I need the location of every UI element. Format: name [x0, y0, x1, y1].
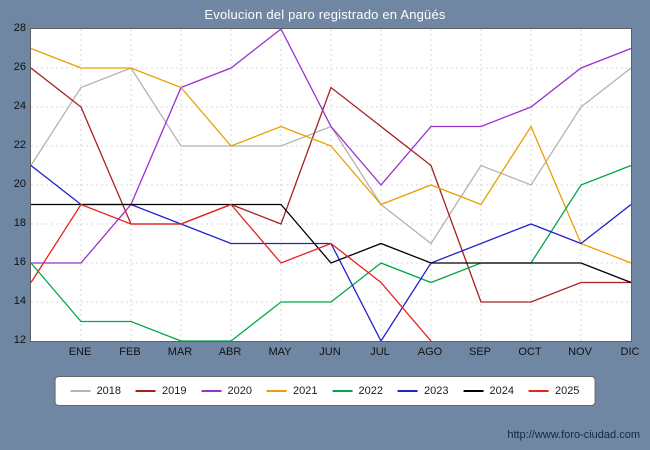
legend-item-2018: 2018: [70, 385, 122, 397]
y-axis-tick-label: 22: [13, 139, 26, 151]
x-axis-tick-label: AGO: [417, 346, 443, 358]
x-axis-tick-label: MAR: [167, 346, 193, 358]
legend-label: 2020: [227, 385, 253, 397]
footer: http://www.foro-ciudad.com: [507, 429, 640, 441]
x-axis-tick-label: JUN: [319, 346, 341, 358]
legend-line-swatch: [136, 390, 157, 392]
legend-label: 2022: [358, 385, 383, 397]
legend-line-swatch: [70, 390, 91, 392]
legend: 2018 2019 2020 2021 2022 2023 2024 2025: [54, 376, 596, 406]
legend-line-swatch: [397, 390, 418, 392]
chart-title: Evolucion del paro registrado en Angüés: [204, 7, 446, 22]
y-axis-tick-label: 24: [13, 100, 26, 112]
series-line-2021: [31, 47, 631, 264]
x-axis-tick-label: ABR: [218, 346, 242, 358]
chart-canvas: [31, 29, 631, 341]
x-axis-tick-label: SEP: [468, 346, 492, 358]
legend-label: 2024: [489, 385, 514, 397]
y-axis-tick-label: 26: [13, 61, 26, 73]
legend-label: 2025: [554, 385, 580, 397]
legend-line-swatch: [463, 390, 484, 392]
x-axis-tick-label: DIC: [620, 346, 640, 358]
legend-label: 2018: [96, 385, 122, 397]
legend-item-2021: 2021: [267, 385, 318, 397]
series-line-2024: [31, 203, 631, 284]
y-axis-tick-label: 14: [13, 295, 26, 307]
x-axis-tick-label: FEB: [119, 346, 141, 358]
legend-item-2024: 2024: [463, 385, 514, 397]
legend-label: 2019: [162, 385, 187, 397]
legend-item-2025: 2025: [528, 385, 580, 397]
legend-line-swatch: [267, 390, 288, 392]
plot-area: [30, 28, 632, 342]
x-axis-tick-label: JUL: [370, 346, 390, 358]
x-axis-tick-label: ENE: [68, 346, 92, 358]
y-axis-tick-label: 12: [13, 334, 26, 346]
legend-label: 2023: [423, 385, 449, 397]
footer-url[interactable]: http://www.foro-ciudad.com: [507, 429, 640, 441]
legend-line-swatch: [528, 390, 549, 392]
y-axis-tick-label: 20: [13, 178, 26, 190]
series-line-2025: [31, 203, 432, 341]
x-axis-tick-label: NOV: [568, 346, 592, 358]
legend-item-2023: 2023: [397, 385, 449, 397]
legend-item-2020: 2020: [201, 385, 253, 397]
legend-item-2019: 2019: [136, 385, 187, 397]
y-axis-tick-label: 16: [13, 256, 26, 268]
legend-line-swatch: [201, 390, 222, 392]
x-axis-tick-label: MAY: [268, 346, 292, 358]
legend-label: 2021: [293, 385, 318, 397]
legend-item-2022: 2022: [332, 385, 383, 397]
x-axis-tick-label: OCT: [518, 346, 542, 358]
y-axis-tick-label: 28: [13, 22, 26, 34]
y-axis-tick-label: 18: [13, 217, 26, 229]
legend-line-swatch: [332, 390, 353, 392]
